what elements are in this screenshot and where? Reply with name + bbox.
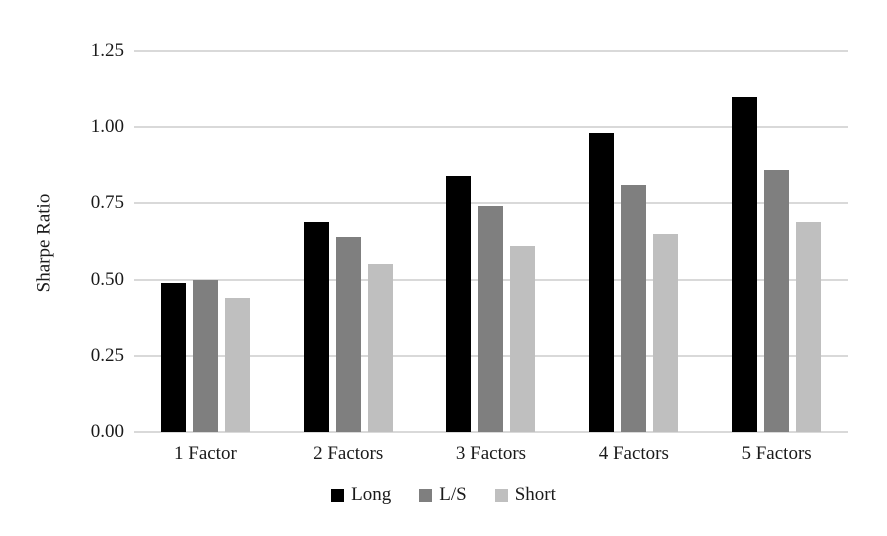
bar-l-s-3: [478, 206, 504, 432]
bar-l-s-5: [764, 169, 790, 432]
gridline: [134, 431, 848, 433]
legend-swatch-icon: [419, 488, 433, 502]
bar-long-1: [160, 282, 186, 432]
bar-long-5: [732, 96, 758, 432]
legend-label: Long: [351, 484, 392, 505]
bar-group-3: [420, 51, 563, 432]
y-axis-tick-labels: 0.00 0.25 0.50 0.75 1.00 1.25: [0, 40, 124, 442]
bar-long-3: [446, 175, 472, 432]
x-tick-label: 3 Factors: [455, 443, 527, 464]
legend-item-short: Short: [494, 484, 556, 506]
x-tick-label: 1 Factor: [174, 443, 237, 464]
x-axis-tick-labels: 1 Factor 2 Factors 3 Factors 4 Factors 5 Fac…: [134, 443, 848, 465]
bar-short-5: [796, 221, 822, 432]
legend-label: L/S: [439, 484, 467, 505]
bar-group-1: [134, 51, 277, 432]
x-tick-label: 2 Factors: [313, 443, 384, 464]
gridline: [134, 50, 848, 52]
bar-l-s-2: [335, 236, 361, 432]
y-tick-label: 0.00: [90, 421, 124, 442]
x-tick-label: 4 Factors: [598, 443, 669, 464]
legend-item-long: Long: [331, 484, 391, 506]
bar-long-4: [589, 133, 615, 432]
x-tick-label: 5 Factors: [741, 443, 812, 464]
bar-group-2: [277, 51, 420, 432]
plot-area: [134, 50, 848, 433]
legend: Long L/S Short: [0, 484, 887, 506]
bar-short-2: [367, 264, 393, 432]
bar-group-5: [705, 51, 848, 432]
y-tick-label: 0.75: [90, 192, 124, 214]
y-tick-label: 1.25: [90, 40, 124, 61]
gridline: [134, 202, 848, 205]
gridline: [134, 126, 848, 129]
y-tick-label: 1.00: [90, 116, 124, 138]
bar-l-s-4: [621, 185, 647, 432]
y-tick-label: 0.50: [90, 268, 124, 290]
y-tick-label: 0.25: [90, 344, 124, 366]
legend-swatch-icon: [494, 488, 508, 502]
bar-l-s-1: [192, 279, 218, 432]
bar-short-4: [653, 233, 679, 432]
bar-short-1: [224, 297, 250, 432]
legend-label: Short: [514, 484, 556, 505]
legend-swatch-icon: [331, 488, 345, 502]
bar-short-3: [510, 246, 536, 432]
bar-group-4: [562, 51, 705, 432]
bar-long-2: [303, 221, 329, 432]
legend-item-l-s: L/S: [419, 484, 467, 506]
